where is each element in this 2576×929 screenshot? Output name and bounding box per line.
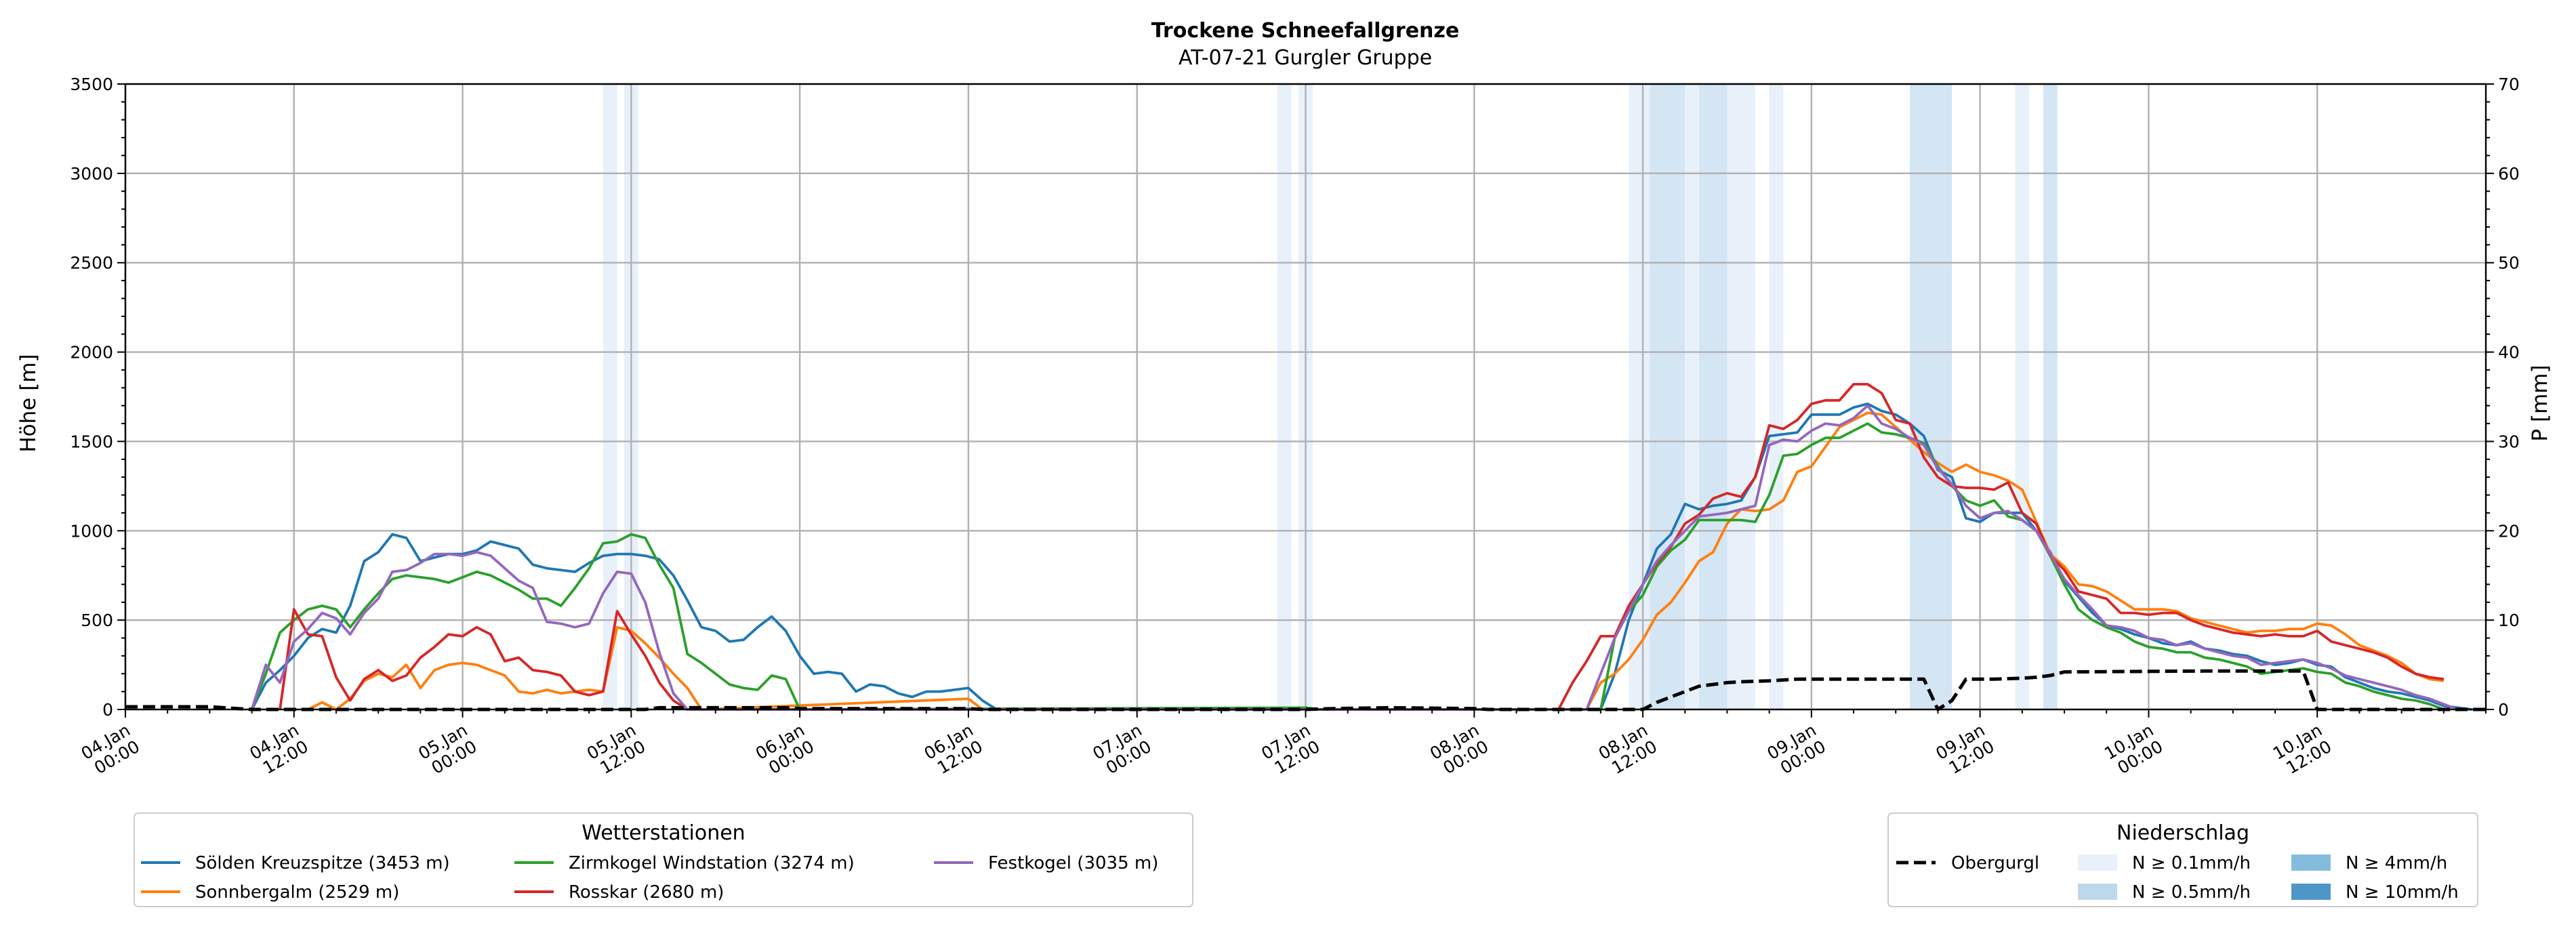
legend-precip-title: Niederschlag	[2117, 821, 2249, 845]
legend-precip-label: N ≥ 4mm/h	[2346, 853, 2447, 873]
y2-tick-label: 40	[2498, 343, 2520, 363]
x-tick-label: 10.Jan00:00	[2101, 720, 2166, 781]
y-tick-label: 1500	[70, 432, 113, 451]
y-axis-left: 0 500 1000 1500 2000 2500 3000 3500	[70, 75, 125, 720]
legend-stations-label: Festkogel (3035 m)	[988, 853, 1158, 873]
x-tick-label: 06.Jan12:00	[921, 720, 986, 781]
y2-tick-label: 60	[2498, 164, 2520, 184]
legend-swatch	[2291, 854, 2331, 871]
x-tick-label: 08.Jan12:00	[1595, 720, 1660, 781]
legend-precip-box	[1887, 812, 2478, 907]
x-tick-label: 06.Jan00:00	[752, 720, 817, 781]
y-tick-label: 1000	[70, 521, 113, 541]
grid	[124, 83, 2486, 711]
legend-precip: Niederschlag Obergurgl N ≥ 0.1mm/h N ≥ 0.5m…	[1887, 812, 2478, 907]
legend-stations-label: Rosskar (2680 m)	[569, 882, 724, 903]
y2-axis-label: P [mm]	[2528, 365, 2552, 441]
x-tick-label: 07.Jan00:00	[1089, 720, 1154, 781]
series-line	[125, 669, 2486, 711]
legend-swatch	[2078, 854, 2117, 871]
y-tick-label: 2500	[70, 253, 113, 273]
y2-tick-label: 50	[2498, 253, 2520, 273]
x-tick-label: 04.Jan12:00	[246, 720, 311, 781]
series-line	[250, 402, 2472, 711]
series-line	[250, 404, 2459, 711]
series-line	[307, 411, 2445, 711]
legend-swatch	[2291, 884, 2331, 900]
y2-tick-label: 70	[2498, 75, 2520, 94]
x-tick-label: 04.Jan00:00	[78, 720, 143, 781]
precip-band	[1699, 84, 1727, 709]
series-line	[279, 383, 2445, 711]
precip-band	[2015, 84, 2030, 709]
x-tick-label: 09.Jan12:00	[1932, 720, 1997, 781]
legend-stations-label: Sölden Kreuzspitze (3453 m)	[195, 853, 450, 873]
y-tick-label: 3000	[70, 164, 113, 184]
precip-band	[1629, 84, 1650, 709]
chart-title: Trockene Schneefallgrenze	[1151, 19, 1459, 43]
legend-stations-label: Zirmkogel Windstation (3274 m)	[569, 853, 855, 873]
x-tick-label: 05.Jan00:00	[415, 720, 480, 781]
y2-tick-label: 10	[2498, 611, 2520, 630]
precip-band	[1685, 84, 1699, 709]
x-tick-label: 10.Jan12:00	[2270, 720, 2335, 781]
legend-stations-title: Wetterstationen	[581, 821, 745, 845]
precip-band	[1277, 84, 1292, 709]
x-axis: 04.Jan00:00 04.Jan12:00 05.Jan00:00 05.Jan1…	[78, 709, 2487, 781]
legend-stations-label: Sonnbergalm (2529 m)	[195, 882, 399, 903]
precip-band	[602, 84, 617, 709]
y-tick-label: 0	[102, 700, 113, 720]
legend-stations: Wetterstationen Sölden Kreuzspitze (3453 …	[134, 812, 1193, 907]
precip-band	[1909, 84, 1953, 709]
precip-bands	[602, 84, 2058, 709]
legend-precip-label: N ≥ 10mm/h	[2346, 882, 2459, 903]
precip-band	[1769, 84, 1784, 709]
y-tick-label: 3500	[70, 75, 113, 94]
y-axis-right: 0 10 20 30 40 50 60 70	[2486, 75, 2520, 720]
series-line	[250, 422, 2445, 711]
y2-tick-label: 30	[2498, 432, 2520, 451]
legend-precip-label: N ≥ 0.1mm/h	[2132, 853, 2251, 873]
precip-band	[1727, 84, 1755, 709]
y2-tick-label: 20	[2498, 521, 2520, 541]
x-tick-label: 05.Jan12:00	[584, 720, 649, 781]
series-lines	[125, 383, 2486, 711]
y-tick-label: 500	[81, 611, 113, 630]
y-tick-label: 2000	[70, 343, 113, 363]
y-axis-label: Höhe [m]	[16, 354, 41, 452]
legend-precip-label: N ≥ 0.5mm/h	[2132, 882, 2251, 903]
precip-band	[2043, 84, 2058, 709]
legend-stations-box	[134, 812, 1193, 907]
legend-precip-label: Obergurgl	[1951, 853, 2039, 873]
x-tick-label: 08.Jan00:00	[1427, 720, 1492, 781]
x-tick-label: 07.Jan12:00	[1258, 720, 1323, 781]
chart-subtitle: AT-07-21 Gurgler Gruppe	[1179, 46, 1432, 70]
x-tick-label: 09.Jan00:00	[1764, 720, 1829, 781]
y2-tick-label: 0	[2498, 700, 2509, 720]
legend-swatch	[2078, 884, 2117, 900]
